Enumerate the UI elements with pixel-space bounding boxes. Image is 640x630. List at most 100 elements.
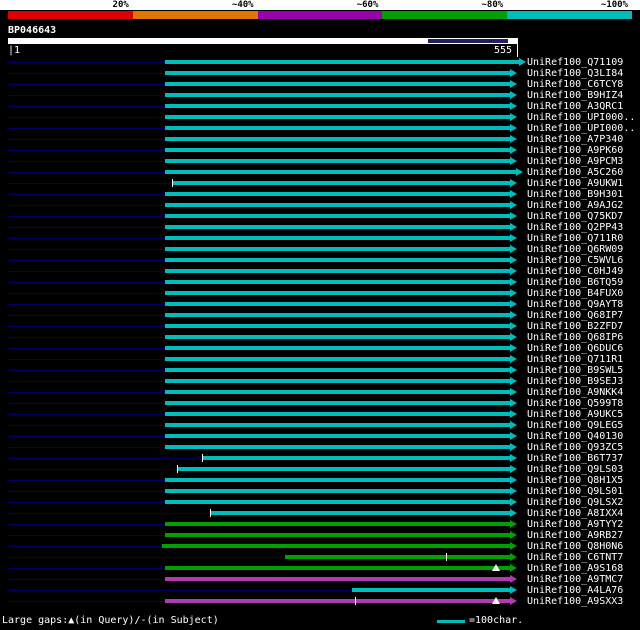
hit-label[interactable]: UniRef100_A9S168 xyxy=(527,563,624,574)
hit-bar[interactable] xyxy=(165,577,510,581)
hit-label[interactable]: UniRef100_Q75KD7 xyxy=(527,211,624,222)
hit-bar[interactable] xyxy=(165,126,510,130)
hit-label[interactable]: UniRef100_A9RB27 xyxy=(527,530,624,541)
hit-bar[interactable] xyxy=(177,467,510,471)
hit-label[interactable]: UniRef100_A9SXX3 xyxy=(527,596,624,607)
hit-label[interactable]: UniRef100_A3QRC1 xyxy=(527,101,624,112)
hit-bar[interactable] xyxy=(165,566,510,570)
hit-label[interactable]: UniRef100_B4FUX0 xyxy=(527,288,624,299)
hit-label[interactable]: UniRef100_Q8H0N6 xyxy=(527,541,624,552)
hit-bar[interactable] xyxy=(165,148,510,152)
hit-label[interactable]: UniRef100_A9PCM3 xyxy=(527,156,624,167)
hit-label[interactable]: UniRef100_Q9LS03 xyxy=(527,464,624,475)
hit-label[interactable]: UniRef100_Q68IP6 xyxy=(527,332,624,343)
hit-label[interactable]: UniRef100_Q9LS01 xyxy=(527,486,624,497)
hit-label[interactable]: UniRef100_B9SWL5 xyxy=(527,365,624,376)
hit-bar[interactable] xyxy=(165,302,510,306)
hit-label[interactable]: UniRef100_A9UKC5 xyxy=(527,409,624,420)
hit-label[interactable]: UniRef100_Q9AYT8 xyxy=(527,299,624,310)
hit-label[interactable]: UniRef100_Q711R1 xyxy=(527,354,624,365)
hit-label[interactable]: UniRef100_A5C260 xyxy=(527,167,624,178)
hit-label[interactable]: UniRef100_B6TQ59 xyxy=(527,277,624,288)
hit-bar[interactable] xyxy=(165,533,510,537)
hit-bar[interactable] xyxy=(165,390,510,394)
hit-label[interactable]: UniRef100_C5WVL6 xyxy=(527,255,624,266)
hit-label[interactable]: UniRef100_Q711R0 xyxy=(527,233,624,244)
hit-bar[interactable] xyxy=(165,335,510,339)
hit-bar[interactable] xyxy=(165,357,510,361)
hit-bar[interactable] xyxy=(165,247,510,251)
hit-label[interactable]: UniRef100_C6TCY8 xyxy=(527,79,624,90)
hit-label[interactable]: UniRef100_A9TYY2 xyxy=(527,519,624,530)
hit-bar[interactable] xyxy=(162,544,510,548)
hit-label[interactable]: UniRef100_A4LA76 xyxy=(527,585,624,596)
hit-bar[interactable] xyxy=(165,137,510,141)
hit-bar[interactable] xyxy=(165,192,510,196)
hit-bar[interactable] xyxy=(165,500,510,504)
hit-bar[interactable] xyxy=(165,599,510,603)
hit-bar[interactable] xyxy=(165,236,510,240)
hit-bar[interactable] xyxy=(352,588,510,592)
hit-label[interactable]: UniRef100_Q3LI84 xyxy=(527,68,624,79)
hit-label[interactable]: UniRef100_Q93ZC5 xyxy=(527,442,624,453)
hit-bar[interactable] xyxy=(172,181,510,185)
hit-label[interactable]: UniRef100_A9NKK4 xyxy=(527,387,624,398)
hit-bar[interactable] xyxy=(165,280,510,284)
hit-label[interactable]: UniRef100_UPI000.. xyxy=(527,112,636,123)
hit-label[interactable]: UniRef100_A9PK60 xyxy=(527,145,624,156)
hit-label[interactable]: UniRef100_B9HIZ4 xyxy=(527,90,624,101)
hit-bar[interactable] xyxy=(165,214,510,218)
hit-label[interactable]: UniRef100_A9AJG2 xyxy=(527,200,624,211)
hit-label[interactable]: UniRef100_Q40130 xyxy=(527,431,624,442)
hit-bar[interactable] xyxy=(165,170,516,174)
hit-bar[interactable] xyxy=(165,115,510,119)
hit-bar[interactable] xyxy=(165,434,510,438)
hit-bar[interactable] xyxy=(165,324,510,328)
hit-label[interactable]: UniRef100_Q2PP43 xyxy=(527,222,624,233)
hit-label[interactable]: UniRef100_Q6RW09 xyxy=(527,244,624,255)
hit-bar[interactable] xyxy=(165,445,510,449)
hit-bar[interactable] xyxy=(165,225,510,229)
hit-bar[interactable] xyxy=(165,401,510,405)
hit-label[interactable]: UniRef100_Q6DUC6 xyxy=(527,343,624,354)
hit-bar[interactable] xyxy=(165,522,510,526)
hit-bar[interactable] xyxy=(165,159,510,163)
hit-bar[interactable] xyxy=(285,555,510,559)
hit-bar[interactable] xyxy=(165,203,510,207)
hit-bar[interactable] xyxy=(165,379,510,383)
hit-bar[interactable] xyxy=(165,313,510,317)
hit-bar[interactable] xyxy=(165,291,510,295)
hit-bar[interactable] xyxy=(165,478,510,482)
hit-label[interactable]: UniRef100_A8IXX4 xyxy=(527,508,624,519)
hit-bar[interactable] xyxy=(165,82,510,86)
hit-label[interactable]: UniRef100_B9SEJ3 xyxy=(527,376,624,387)
hit-label[interactable]: UniRef100_A9UKW1 xyxy=(527,178,624,189)
hit-bar[interactable] xyxy=(165,258,510,262)
hit-bar[interactable] xyxy=(165,269,510,273)
hit-label[interactable]: UniRef100_Q9LEG5 xyxy=(527,420,624,431)
hit-bar[interactable] xyxy=(165,368,510,372)
hit-label[interactable]: UniRef100_B2ZFD7 xyxy=(527,321,624,332)
hit-bar[interactable] xyxy=(165,412,510,416)
hit-bar[interactable] xyxy=(165,104,510,108)
hit-label[interactable]: UniRef100_C6TNT7 xyxy=(527,552,624,563)
hit-label[interactable]: UniRef100_Q68IP7 xyxy=(527,310,624,321)
hit-label[interactable]: UniRef100_B6T737 xyxy=(527,453,624,464)
hit-bar[interactable] xyxy=(165,346,510,350)
hit-label[interactable]: UniRef100_C0HJ49 xyxy=(527,266,624,277)
hit-label[interactable]: UniRef100_Q9LSX2 xyxy=(527,497,624,508)
hit-label[interactable]: UniRef100_B9H301 xyxy=(527,189,624,200)
hit-bar[interactable] xyxy=(165,423,510,427)
hit-bar[interactable] xyxy=(165,489,510,493)
hit-label[interactable]: UniRef100_Q71109 xyxy=(527,57,624,68)
hit-bar[interactable] xyxy=(210,511,510,515)
hit-label[interactable]: UniRef100_A7P340 xyxy=(527,134,624,145)
hit-bar[interactable] xyxy=(202,456,510,460)
hit-bar[interactable] xyxy=(165,60,519,64)
hit-label[interactable]: UniRef100_UPI000.. xyxy=(527,123,636,134)
hit-bar[interactable] xyxy=(165,71,510,75)
hit-label[interactable]: UniRef100_A9TMC7 xyxy=(527,574,624,585)
hit-label[interactable]: UniRef100_Q599T8 xyxy=(527,398,624,409)
hit-bar[interactable] xyxy=(165,93,510,97)
hit-label[interactable]: UniRef100_Q8H1X5 xyxy=(527,475,624,486)
